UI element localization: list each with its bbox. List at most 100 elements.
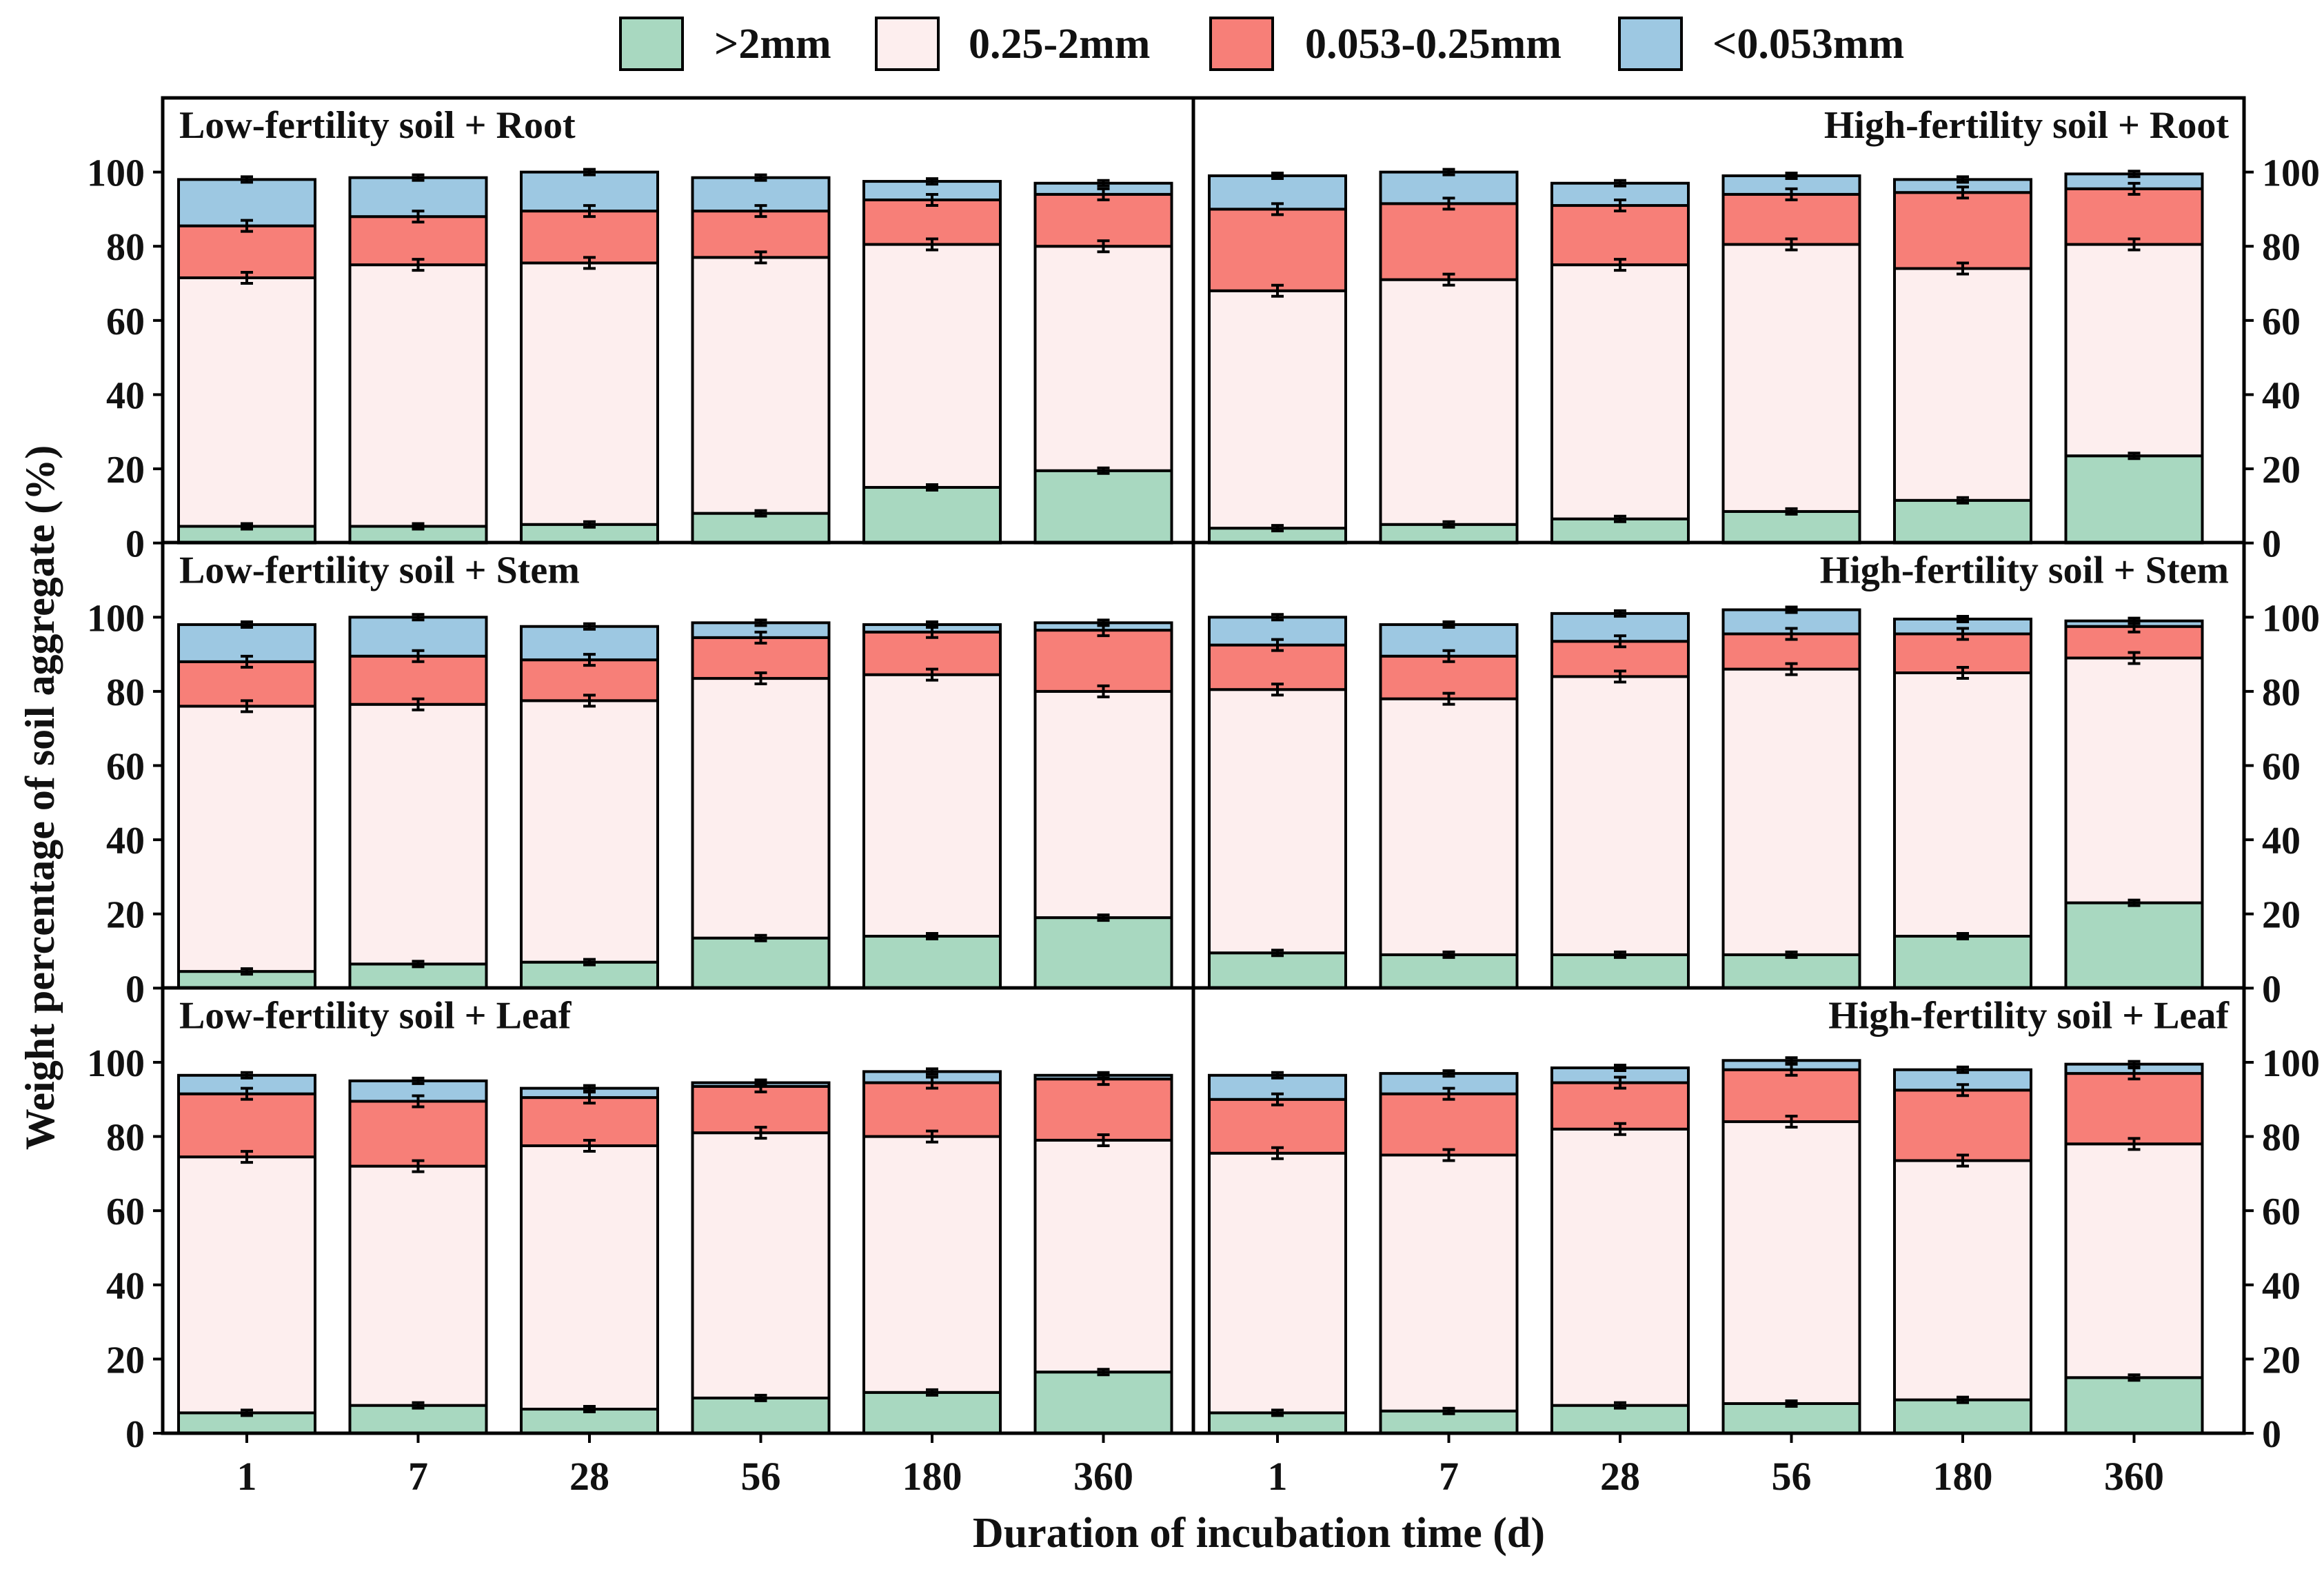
panel-6-bar-28-0053025mm: [1550, 1081, 1690, 1131]
panel-5-ytick-label: 80: [106, 1117, 145, 1160]
panel-6-ytick-label: 20: [2262, 1339, 2301, 1382]
panel-5-xtick-label: 1: [237, 1454, 257, 1499]
panel-2-ytick-label: 60: [2262, 301, 2301, 343]
panel-3-bar-56-0252mm: [691, 677, 831, 940]
panel-1-bar-1-0053025mm: [177, 224, 316, 279]
panel-6-bar-1-0252mm: [1208, 1151, 1347, 1415]
panel-2-bar-360-0053025mm: [2064, 187, 2204, 246]
panel-5-ytick-label: 0: [125, 1413, 145, 1456]
panel-6-bar-1-0053025mm: [1208, 1097, 1347, 1155]
panel-2-ytick-label: 100: [2262, 152, 2320, 195]
panel-1-bar-360-0252mm: [1033, 245, 1173, 472]
panel-1-bar-56-0053025mm: [691, 210, 831, 259]
panel-3-bar-7-0053025mm: [348, 654, 488, 706]
panel-5-bar-1-0053025mm: [177, 1092, 316, 1159]
panel-3-ytick-label: 60: [106, 746, 145, 789]
panel-6-xtick-label: 1: [1268, 1454, 1288, 1499]
panel-4-ytick-label: 60: [2262, 746, 2301, 789]
panel-6-bar-56-2mm: [1721, 1402, 1861, 1435]
panel-1-bar-1-0252mm: [177, 276, 316, 528]
panel-6-ytick-label: 100: [2262, 1042, 2320, 1085]
legend-swatch-gt2mm: [619, 17, 684, 71]
panel-6-ytick-label: 0: [2262, 1413, 2281, 1456]
panel-4-bar-1-0252mm: [1208, 688, 1347, 955]
panel-6-bar-360-2mm: [2064, 1376, 2204, 1435]
y-axis-label: Weight percentage of soil aggregate (%): [17, 445, 63, 1151]
panel-1-bar-7-0252mm: [348, 263, 488, 528]
panel-2-ytick-label: 80: [2262, 226, 2301, 269]
panel-4-bar-180-0252mm: [1893, 671, 2032, 938]
panel-4-title: High-fertility soil + Stem: [1820, 549, 2229, 592]
panel-1-title: Low-fertility soil + Root: [179, 104, 576, 147]
panel-5-xtick-label: 180: [902, 1454, 962, 1499]
panel-6-xtick-label: 56: [1772, 1454, 1812, 1499]
panel-4-ytick-label: 20: [2262, 894, 2301, 937]
panel-5-xtick-label: 28: [569, 1454, 609, 1499]
panel-2-bar-1-0252mm: [1208, 289, 1347, 530]
panel-3-title: Low-fertility soil + Stem: [179, 549, 580, 592]
panel-2-ytick-label: 20: [2262, 449, 2301, 492]
panel-1-bar-360-2mm: [1033, 469, 1173, 545]
panel-5-bar-7-2mm: [348, 1404, 488, 1435]
panel-6-ytick-label: 40: [2262, 1265, 2301, 1308]
panel-5-ytick-label: 100: [87, 1042, 145, 1085]
panel-5-xtick-label: 7: [408, 1454, 428, 1499]
panel-2-bar-180-0053025mm: [1893, 191, 2032, 270]
panel-6-bar-28-0252mm: [1550, 1127, 1690, 1407]
panel-2-bar-7-0053025mm: [1379, 202, 1519, 281]
panel-6-bar-28-2mm: [1550, 1404, 1690, 1435]
panel-6-bar-56-0252mm: [1721, 1120, 1861, 1405]
panel-4-bar-7-0252mm: [1379, 697, 1519, 956]
panel-2-ytick-label: 0: [2262, 523, 2281, 566]
panel-2-title: High-fertility soil + Root: [1824, 104, 2230, 147]
panel-3-ytick-label: 80: [106, 671, 145, 714]
legend-swatch-0053-025mm: [1209, 17, 1274, 71]
panel-3-bar-7-0252mm: [348, 702, 488, 966]
panel-6-bar-360-0053025mm: [2064, 1072, 2204, 1146]
panel-5-bar-7-0053025mm: [348, 1100, 488, 1168]
legend: >2mm 0.25-2mm 0.053-0.25mm <0.053mm: [619, 17, 1904, 71]
panel-4-bar-360-2mm: [2064, 901, 2204, 990]
panel-5-bar-56-2mm: [691, 1396, 831, 1435]
panel-5-ytick-label: 40: [106, 1265, 145, 1308]
panel-2-bar-56-0053025mm: [1721, 192, 1861, 246]
panel-4-bar-56-0252mm: [1721, 667, 1861, 956]
panel-6-xtick-label: 180: [1933, 1454, 1993, 1499]
panel-5-bar-360-2mm: [1033, 1370, 1173, 1435]
panel-5-ytick-label: 20: [106, 1339, 145, 1382]
panel-6-bar-7-0053025mm: [1379, 1092, 1519, 1157]
panel-2-bar-180-0252mm: [1893, 267, 2032, 502]
panel-3-bar-360-0252mm: [1033, 689, 1173, 920]
panel-5-bar-28-0053025mm: [520, 1096, 659, 1148]
panel-1-bar-180-2mm: [862, 485, 1002, 545]
panel-6-title: High-fertility soil + Leaf: [1828, 994, 2230, 1037]
panel-5-xtick-label: 360: [1073, 1454, 1133, 1499]
panel-4-bar-360-0252mm: [2064, 656, 2204, 904]
panel-3-bar-28-0252mm: [520, 699, 659, 964]
panel-4-ytick-label: 0: [2262, 968, 2281, 1011]
panel-6-ytick-label: 80: [2262, 1117, 2301, 1160]
panel-6-bar-7-0252mm: [1379, 1153, 1519, 1413]
panel-3-ytick-label: 40: [106, 820, 145, 862]
panel-6-xtick-label: 28: [1600, 1454, 1640, 1499]
panel-3-ytick-label: 20: [106, 894, 145, 937]
panel-4-bar-1-2mm: [1208, 951, 1347, 990]
panel-2-bar-28-0053025mm: [1550, 204, 1690, 267]
panel-1-bar-360-0053025mm: [1033, 192, 1173, 248]
panel-2-bar-56-2mm: [1721, 509, 1861, 545]
panel-1-ytick-label: 60: [106, 301, 145, 343]
panel-5-ytick-label: 60: [106, 1191, 145, 1233]
panel-3-bar-360-2mm: [1033, 916, 1173, 990]
panel-6-bar-180-0053025mm: [1893, 1089, 2032, 1162]
panel-2-bar-28-0252mm: [1550, 263, 1690, 520]
panel-1-ytick-label: 80: [106, 226, 145, 269]
panel-4-ytick-label: 40: [2262, 820, 2301, 862]
panel-3-bar-180-2mm: [862, 935, 1002, 990]
panel-5-bar-7-0252mm: [348, 1164, 488, 1407]
panel-3-ytick-label: 100: [87, 597, 145, 640]
panel-3-bar-180-0252mm: [862, 673, 1002, 938]
panel-5-bar-28-0252mm: [520, 1144, 659, 1411]
panel-6-xtick-label: 360: [2104, 1454, 2164, 1499]
panel-5-xtick-label: 56: [741, 1454, 781, 1499]
